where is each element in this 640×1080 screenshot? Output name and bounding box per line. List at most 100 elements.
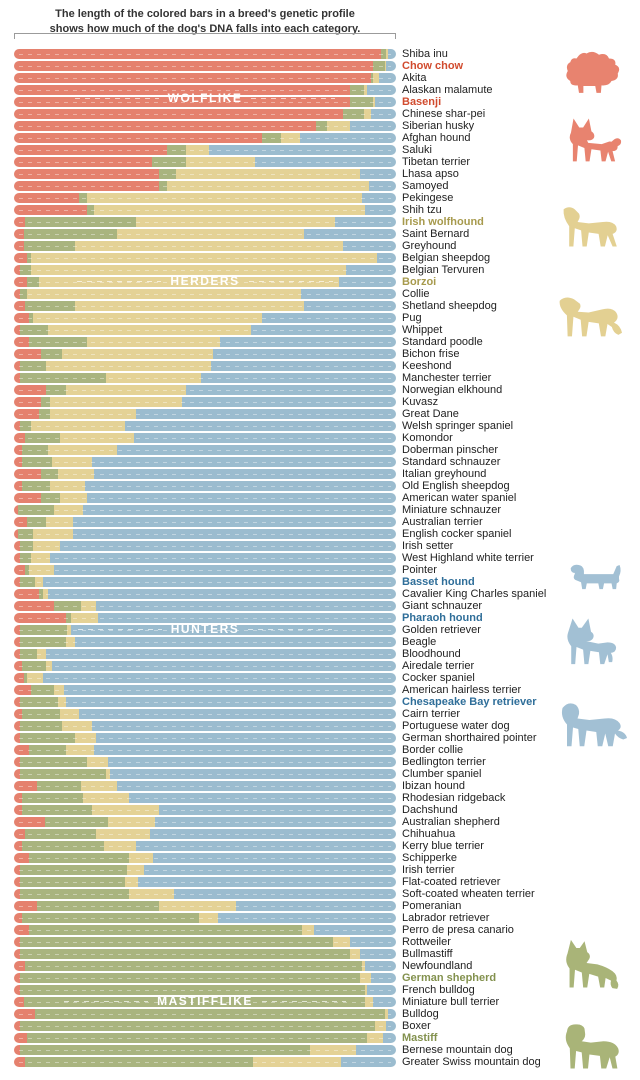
dna-stacked-bar	[14, 373, 396, 383]
breed-row: Irish wolfhound	[14, 216, 634, 228]
breed-row: Whippet	[14, 324, 634, 336]
breed-row: Bedlington terrier	[14, 756, 634, 768]
mastifflike-segment	[35, 1009, 385, 1019]
hunters-segment	[82, 505, 396, 515]
breed-row: Rottweiler	[14, 936, 634, 948]
dna-stacked-bar	[14, 901, 396, 911]
herders-segment	[33, 529, 74, 539]
wolflike-segment	[14, 577, 20, 587]
breed-label: Australian shepherd	[402, 816, 500, 828]
breed-row: Kerry blue terrier	[14, 840, 634, 852]
wolflike-segment	[14, 373, 20, 383]
herders-segment	[375, 1021, 387, 1031]
wolflike-segment	[14, 469, 41, 479]
mastifflike-segment	[166, 145, 186, 155]
mastifflike-segment	[19, 697, 58, 707]
hunters-segment	[65, 697, 396, 707]
dna-stacked-bar	[14, 529, 396, 539]
breed-label: Bullmastiff	[402, 948, 453, 960]
hunters-segment	[94, 469, 396, 479]
chart-title: The length of the colored bars in a bree…	[14, 7, 396, 38]
dna-stacked-bar	[14, 409, 396, 419]
wolflike-segment	[14, 901, 37, 911]
hunters-segment	[300, 289, 396, 299]
mastifflike-segment	[19, 985, 366, 995]
hunters-segment	[73, 517, 396, 527]
wolflike-segment	[14, 1045, 20, 1055]
mastifflike-segment	[25, 961, 362, 971]
dna-stacked-bar	[14, 745, 396, 755]
mastifflike-segment	[19, 769, 106, 779]
hunters-segment	[117, 781, 396, 791]
hunters-segment	[254, 157, 396, 167]
mastifflike-segment	[315, 121, 328, 131]
breed-row: French bulldog	[14, 984, 634, 996]
wolflike-segment	[14, 193, 79, 203]
herders-segment	[27, 673, 43, 683]
breed-label: American hairless terrier	[402, 684, 522, 696]
dna-stacked-bar	[14, 85, 396, 95]
wolflike-segment	[14, 1009, 36, 1019]
breed-label: Pomeranian	[402, 900, 462, 912]
wolflike-segment	[14, 553, 20, 563]
hunters-segment	[365, 961, 396, 971]
mastifflike-segment	[19, 421, 32, 431]
wolflike-segment	[14, 205, 87, 215]
mastifflike-segment	[19, 361, 47, 371]
wolflike-segment	[14, 145, 167, 155]
hunters-segment	[185, 385, 396, 395]
breed-row: Beagle	[14, 636, 634, 648]
chart-rows: Shiba inu Chow chow Akita Alaskan malamute B…	[14, 48, 634, 1068]
mastifflike-segment	[21, 481, 51, 491]
breed-row: Kuvasz	[14, 396, 634, 408]
dna-stacked-bar	[14, 829, 396, 839]
herders-segment	[75, 733, 97, 743]
dna-stacked-bar	[14, 181, 396, 191]
wolflike-segment	[14, 61, 374, 71]
breed-row: Miniature schnauzer	[14, 504, 634, 516]
hunters-segment	[149, 829, 396, 839]
wolflike-segment	[14, 241, 24, 251]
hunters-segment	[96, 733, 396, 743]
breed-label: Bloodhound	[402, 648, 461, 660]
breed-row: Airedale terrier	[14, 660, 634, 672]
breed-row: Welsh springer spaniel	[14, 420, 634, 432]
mastifflike-segment	[23, 997, 366, 1007]
hunters-segment	[48, 589, 396, 599]
hunters-segment	[71, 625, 396, 635]
breed-label: German shepherd	[402, 972, 497, 984]
herders-segment	[359, 973, 372, 983]
wolflike-segment	[14, 1057, 26, 1067]
breed-label: Norwegian elkhound	[402, 384, 503, 396]
herders-segment	[103, 841, 137, 851]
herders-segment	[29, 565, 55, 575]
breed-row: Collie	[14, 288, 634, 300]
herders-segment	[185, 157, 255, 167]
dna-stacked-bar	[14, 769, 396, 779]
hunters-segment	[373, 997, 396, 1007]
dna-stacked-bar	[14, 913, 396, 923]
herders-segment	[310, 1045, 356, 1055]
breed-label: German shorthaired pointer	[402, 732, 537, 744]
herders-segment	[252, 1057, 341, 1067]
breed-label: Kuvasz	[402, 396, 439, 408]
breed-label: Saint Bernard	[402, 228, 470, 240]
breed-row: Shih tzu	[14, 204, 634, 216]
wolflike-segment	[14, 361, 20, 371]
dna-stacked-bar	[14, 1033, 396, 1043]
breed-row: Newfoundland	[14, 960, 634, 972]
breed-label: Belgian sheepdog	[402, 252, 491, 264]
wolflike-segment	[14, 385, 47, 395]
herders-segment	[86, 193, 362, 203]
breed-label: Basset hound	[402, 576, 475, 588]
breed-row: Pug	[14, 312, 634, 324]
dna-stacked-bar	[14, 697, 396, 707]
wolflike-segment	[14, 685, 32, 695]
breed-label: Tibetan terrier	[402, 156, 471, 168]
mastifflike-segment	[78, 193, 87, 203]
breed-label: Siberian husky	[402, 120, 475, 132]
herders-segment	[50, 409, 137, 419]
herders-segment	[57, 697, 66, 707]
herders-segment	[105, 373, 202, 383]
bar-width-bracket	[14, 33, 396, 39]
